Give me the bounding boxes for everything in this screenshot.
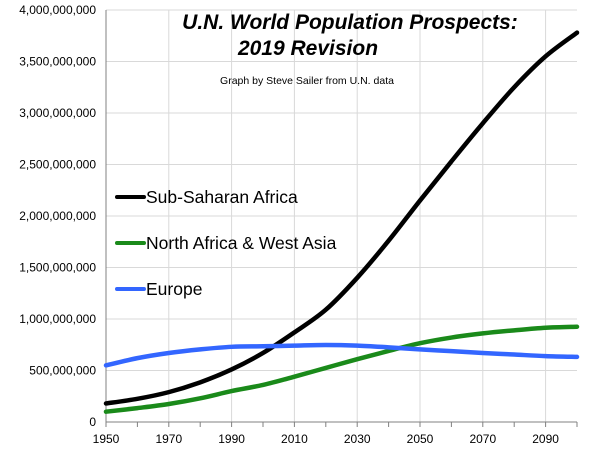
y-tick-labels: 0 500,000,000 1,000,000,000 1,500,000,000 2,… [19, 3, 96, 429]
x-tick-label: 1990 [218, 432, 245, 446]
axis-layer [105, 10, 578, 427]
series-layer [103, 30, 580, 414]
y-tick-label: 0 [89, 415, 96, 429]
y-tick-label: 3,000,000,000 [19, 106, 96, 120]
legend-label-europe: Europe [146, 279, 202, 299]
x-tick-label: 1950 [93, 432, 120, 446]
x-tick-labels: 1950 1970 1990 2010 2030 2050 2070 2090 [93, 432, 560, 446]
y-tick-label: 2,500,000,000 [19, 158, 96, 172]
y-tick-label: 1,000,000,000 [19, 312, 96, 326]
y-tick-label: 2,000,000,000 [19, 209, 96, 223]
y-tick-label: 3,500,000,000 [19, 55, 96, 69]
x-tick-label: 2050 [407, 432, 434, 446]
series-line-north-africa-west-asia [103, 324, 580, 414]
series-line-sub-saharan-africa [103, 30, 580, 406]
x-tick-label: 2030 [344, 432, 371, 446]
chart-subtitle: Graph by Steve Sailer from U.N. data [220, 75, 394, 87]
x-tick-label: 1970 [155, 432, 182, 446]
x-tick-label: 2010 [281, 432, 308, 446]
series-line-europe [103, 342, 580, 368]
y-tick-label: 1,500,000,000 [19, 261, 96, 275]
chart-title-line1: U.N. World Population Prospects: [182, 11, 518, 34]
y-tick-label: 500,000,000 [29, 364, 96, 378]
x-tick-label: 2070 [469, 432, 496, 446]
legend: Sub-Saharan Africa North Africa & West A… [115, 187, 337, 299]
legend-label-north-africa-west-asia: North Africa & West Asia [146, 233, 337, 253]
y-tick-label: 4,000,000,000 [19, 3, 96, 17]
legend-label-sub-saharan-africa: Sub-Saharan Africa [146, 187, 298, 207]
grid-layer [106, 9, 577, 422]
x-tick-label: 2090 [532, 432, 559, 446]
chart-title-line2: 2019 Revision [237, 37, 378, 60]
